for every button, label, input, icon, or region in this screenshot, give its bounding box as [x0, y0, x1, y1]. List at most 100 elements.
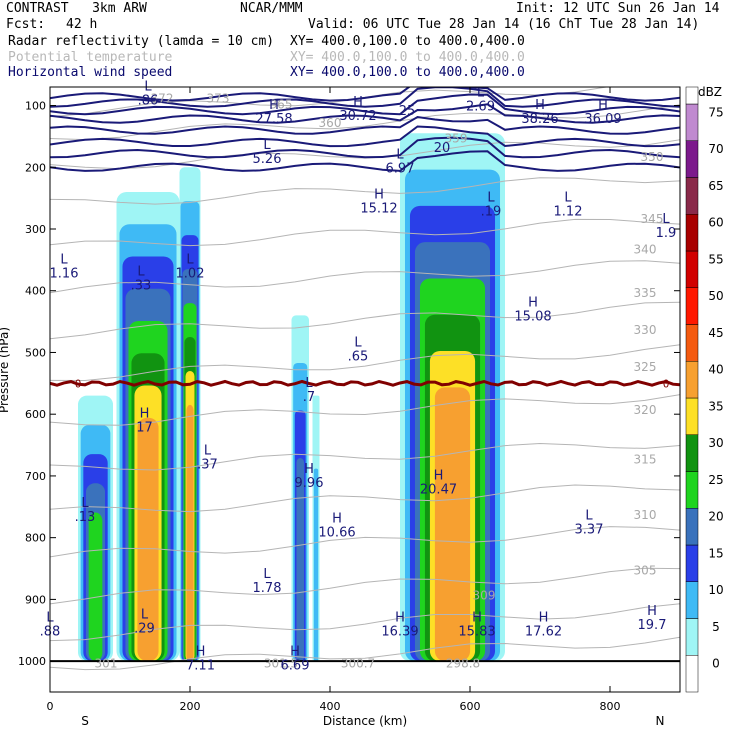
theta-contour-line — [50, 394, 680, 426]
wind-extremum-value: 38.26 — [521, 112, 558, 127]
wind-extremum-marker: L — [186, 252, 194, 267]
wind-extremum-value: 15.83 — [458, 624, 495, 639]
theta-label: 340 — [634, 243, 657, 257]
wind-extremum-value: 15.12 — [360, 201, 397, 216]
wind-extremum-value: 10.66 — [318, 526, 355, 541]
theta-contour-line — [50, 526, 680, 558]
contour-labels: 0 0 350 345 340 335 330 325 320 315 310 305 301 301.5… — [40, 79, 677, 673]
wind-extremum-marker: L — [477, 86, 485, 101]
wind-extremum-marker: H — [647, 604, 657, 619]
field-name-reflectivity: Radar reflectivity (lamda = 10 cm) — [8, 34, 275, 49]
theta-label: 325 — [634, 360, 657, 374]
theta-label: 372 — [151, 91, 174, 105]
wind-extremum-value: 27.58 — [255, 112, 292, 127]
theta-label: 373 — [207, 91, 230, 105]
y-tick-label: 100 — [25, 100, 46, 113]
y-tick-label: 800 — [25, 532, 46, 545]
theta-contour-line — [50, 442, 680, 471]
wind-extremum-value: 1.12 — [554, 205, 583, 220]
y-tick-label: 400 — [25, 285, 46, 298]
colorbar-swatch-30 — [685, 434, 699, 472]
theta-contour-line — [50, 218, 680, 247]
theta-label: 360 — [319, 116, 342, 130]
wind-extremum-value: .13 — [75, 510, 96, 525]
wind-extremum-marker: L — [487, 191, 495, 206]
theta-label: 309 — [473, 588, 496, 602]
theta-label: 301.5 — [264, 656, 298, 670]
x-axis-title: Distance (km) — [323, 714, 407, 728]
colorbar-swatch-75 — [685, 103, 699, 141]
colorbar-label: 15 — [708, 546, 723, 560]
wind-extremum-value: 20.47 — [420, 482, 457, 497]
init-time: Init: 12 UTC Sun 26 Jan 14 — [516, 1, 720, 16]
reflectivity-cell-2-level-40 — [186, 404, 194, 662]
valid-time: Valid: 06 UTC Tue 28 Jan 14 (16 ChT Tue … — [308, 17, 700, 32]
wind-extremum-value: 16.39 — [381, 624, 418, 639]
colorbar-swatch-70 — [685, 140, 699, 178]
colorbar-swatch-65 — [685, 177, 699, 215]
wind-extremum-value: .29 — [134, 621, 155, 636]
wind-extremum-marker: L — [354, 336, 362, 351]
colorbar-label: 65 — [708, 179, 723, 193]
colorbar-label: 10 — [708, 583, 723, 597]
x-end-right: N — [656, 714, 665, 728]
field-xy-theta: XY= 400.0,100.0 to 400.0,400.0 — [290, 50, 525, 65]
colorbar-label: 30 — [708, 436, 723, 450]
wind-extremum-marker: H — [598, 98, 608, 113]
wind-contour-line — [50, 93, 680, 116]
reflectivity-cell-5-level-40 — [434, 387, 471, 662]
x-tick-label: 400 — [320, 700, 341, 713]
wind-extremum-value: 1.78 — [253, 581, 282, 596]
wind-extremum-value: 2.69 — [466, 100, 495, 115]
wind-extremum-marker: H — [290, 644, 300, 659]
theta-label: 305 — [634, 564, 657, 578]
colorbar-label: 35 — [708, 399, 723, 413]
wind-extremum-value: 17 — [136, 421, 153, 436]
wind-extremum-value: 6.97 — [386, 161, 415, 176]
wind-extremum-marker: L — [396, 147, 404, 162]
reflectivity-cell-1-level-40 — [137, 417, 159, 662]
y-tick-label: 1000 — [18, 655, 46, 668]
colorbar-swatch-60 — [685, 214, 699, 252]
y-tick-label: 200 — [25, 161, 46, 174]
wind-extremum-marker: H — [434, 468, 444, 483]
theta-contour-line — [50, 301, 680, 340]
theta-contour-line — [50, 260, 680, 294]
wind-extremum-value: .7 — [303, 390, 315, 405]
y-axis-title: Pressure (hPa) — [0, 327, 11, 413]
wind-contours — [50, 87, 680, 663]
y-tick-label: 900 — [25, 593, 46, 606]
colorbar-label: 70 — [708, 142, 723, 156]
wind-extremum-marker: H — [353, 95, 363, 110]
colorbar-label: 45 — [708, 326, 723, 340]
plot-frame — [49, 86, 681, 693]
wind-extremum-marker: L — [564, 191, 572, 206]
theta-label: 350 — [641, 150, 664, 164]
theta-contour-line — [50, 603, 680, 642]
theta-label: 345 — [641, 212, 664, 226]
wind-extremum-value: 9.96 — [295, 476, 324, 491]
wind-extremum-value: 5.26 — [253, 152, 282, 167]
reflectivity-cell-4-level-10 — [313, 468, 319, 662]
wind-extremum-marker: H — [332, 512, 342, 527]
wind-extremum-value: 15.08 — [514, 310, 551, 325]
colorbar-label: 50 — [708, 289, 723, 303]
wind-contour-line — [50, 87, 680, 108]
wind-extremum-value: 1.16 — [50, 266, 79, 281]
org-label: NCAR/MMM — [240, 1, 303, 16]
colorbar: 0 5 10 15 20 25 30 35 40 45 50 55 60 65 70 75 — [685, 86, 724, 693]
theta-label: 359 — [445, 132, 468, 146]
wind-extremum-marker: L — [60, 252, 68, 267]
colorbar-label: 55 — [708, 252, 723, 266]
reflectivity-field — [78, 133, 505, 662]
wind-extremum-value: 17.62 — [525, 624, 562, 639]
colorbar-label: 20 — [708, 510, 723, 524]
theta-label: 301 — [95, 656, 118, 670]
wind-extremum-marker: L — [305, 376, 313, 391]
colorbar-label: 0 — [712, 657, 720, 671]
theta-label: 320 — [634, 403, 657, 417]
theta-label: 310 — [634, 508, 657, 522]
wind-extremum-marker: L — [137, 265, 145, 280]
x-tick-label: 600 — [460, 700, 481, 713]
